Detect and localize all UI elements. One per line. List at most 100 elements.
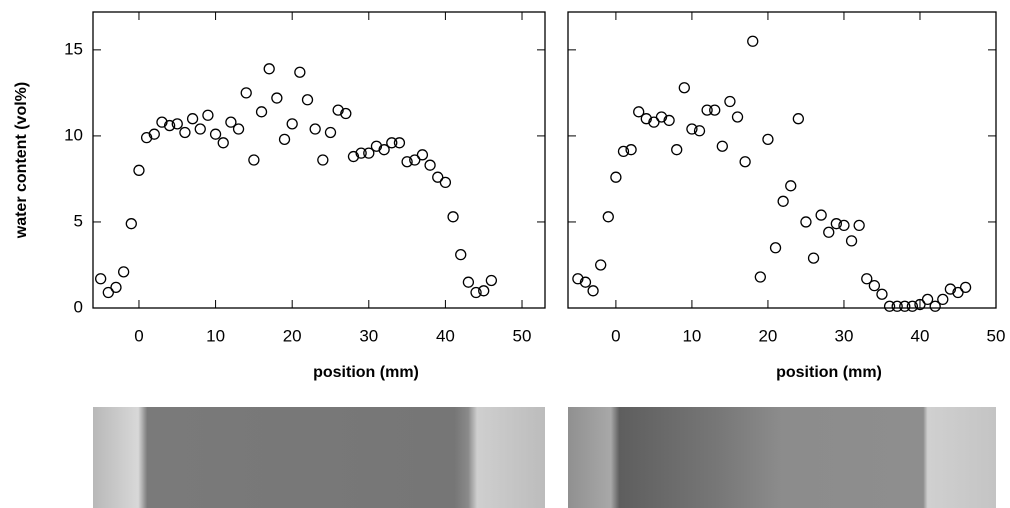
y-tick-label: 10 xyxy=(64,125,83,144)
data-point xyxy=(401,156,413,168)
data-point xyxy=(853,219,865,232)
data-point xyxy=(194,123,206,135)
data-point xyxy=(876,288,888,300)
y-tick-label: 5 xyxy=(74,211,83,230)
x-tick-label: 10 xyxy=(682,326,701,345)
data-point xyxy=(294,66,306,78)
y-axis-label: water content (vol%) xyxy=(13,82,30,239)
data-point xyxy=(248,154,260,166)
plot-frame xyxy=(92,11,546,309)
data-point xyxy=(633,106,645,118)
data-point xyxy=(255,106,268,118)
data-point xyxy=(861,273,873,285)
data-point xyxy=(754,271,766,283)
data-point xyxy=(845,235,858,247)
data-point xyxy=(944,283,957,295)
y-tick-label: 15 xyxy=(64,39,83,58)
data-point xyxy=(868,279,881,292)
x-tick-label: 20 xyxy=(283,326,302,345)
data-point xyxy=(409,154,421,166)
data-point xyxy=(102,286,114,299)
data-point xyxy=(602,211,614,223)
data-point xyxy=(432,171,444,183)
data-point xyxy=(610,171,622,183)
data-point xyxy=(823,226,835,238)
data-point xyxy=(891,300,903,312)
data-point xyxy=(462,276,475,288)
data-point xyxy=(202,109,214,121)
data-point xyxy=(332,104,344,116)
data-point xyxy=(340,107,352,120)
data-point xyxy=(286,118,298,130)
data-point xyxy=(439,176,452,189)
data-point xyxy=(209,128,222,140)
data-point xyxy=(386,137,398,149)
data-point xyxy=(263,63,275,75)
data-point xyxy=(370,140,383,152)
data-point xyxy=(363,147,375,159)
data-point xyxy=(324,126,337,139)
data-point xyxy=(301,94,314,106)
data-point xyxy=(883,300,896,312)
data-point xyxy=(595,259,607,271)
data-point xyxy=(378,144,390,156)
data-point xyxy=(914,298,926,311)
data-point xyxy=(625,144,637,156)
data-point xyxy=(693,125,706,137)
data-point xyxy=(792,113,804,125)
data-point xyxy=(906,300,919,312)
data-point xyxy=(470,286,482,299)
x-tick-label: 40 xyxy=(436,326,455,345)
data-point xyxy=(671,144,683,156)
data-point xyxy=(478,285,490,297)
data-point xyxy=(186,113,199,125)
data-point xyxy=(309,123,321,135)
data-point xyxy=(838,219,850,232)
x-tick-label: 30 xyxy=(359,326,378,345)
data-point xyxy=(663,114,675,127)
data-point xyxy=(731,111,744,123)
data-point xyxy=(747,35,759,47)
data-point xyxy=(686,123,698,135)
data-point xyxy=(240,87,252,99)
data-point xyxy=(148,128,160,140)
x-axis-label: position (mm) xyxy=(313,364,419,381)
data-point xyxy=(815,209,827,221)
data-point xyxy=(655,111,668,123)
data-point xyxy=(701,104,713,116)
data-point xyxy=(678,82,690,94)
data-point xyxy=(232,123,245,135)
data-point xyxy=(225,116,237,128)
data-point xyxy=(716,140,728,152)
data-point xyxy=(724,95,736,108)
data-point xyxy=(355,147,367,159)
data-point xyxy=(156,116,168,128)
data-point xyxy=(617,145,630,158)
x-tick-label: 30 xyxy=(834,326,853,345)
data-point xyxy=(424,159,436,171)
data-point xyxy=(447,211,459,223)
data-point xyxy=(807,252,820,264)
data-point xyxy=(278,133,291,145)
data-point xyxy=(393,137,406,149)
data-point xyxy=(455,249,467,261)
data-point xyxy=(117,266,130,278)
data-point xyxy=(769,242,782,254)
data-point xyxy=(899,300,911,312)
sample-photo xyxy=(568,407,996,508)
x-tick-label: 40 xyxy=(911,326,930,345)
data-point xyxy=(133,164,145,176)
data-point xyxy=(921,293,934,306)
data-point xyxy=(785,180,797,192)
data-point xyxy=(125,218,137,230)
x-tick-label: 10 xyxy=(206,326,225,345)
data-point xyxy=(485,274,498,287)
data-point xyxy=(709,104,721,116)
data-point xyxy=(929,300,941,312)
data-point xyxy=(271,92,283,104)
data-point xyxy=(640,113,652,125)
data-point xyxy=(762,133,774,145)
data-point xyxy=(830,218,843,230)
plot-frame xyxy=(567,11,997,309)
